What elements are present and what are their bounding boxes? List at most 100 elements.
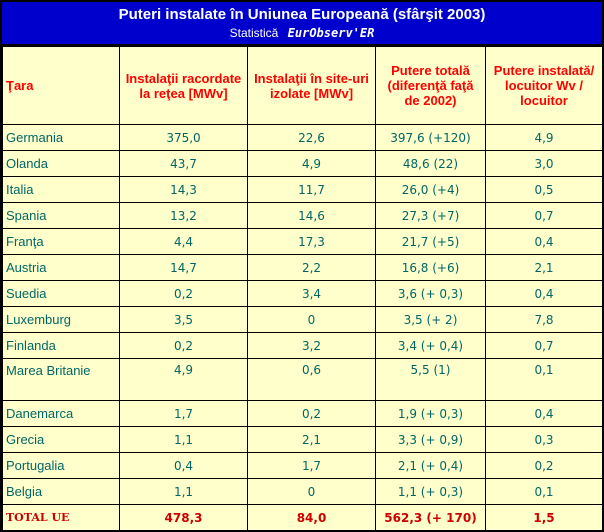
cell-per-capita: 0,2 [485, 452, 603, 479]
cell-per-capita: 7,8 [485, 306, 603, 333]
cell-total-power: 1,1 (+ 0,3) [375, 478, 486, 505]
cell-country: Austria [2, 254, 120, 281]
cell-country: Olanda [2, 150, 120, 177]
cell-isolated: 2,2 [247, 254, 376, 281]
cell-country: Finlanda [2, 332, 120, 359]
cell-grid-connected: 375,0 [119, 124, 248, 151]
table-row: Marea Britanie 4,9 0,6 5,5 (1) 0,1 [2, 358, 603, 401]
cell-grid-connected: 0,4 [119, 452, 248, 479]
header-per-capita: Putere instalată/ locuitor Wv / locuitor [485, 46, 603, 125]
header-total-power: Putere totală (diferenţă faţă de 2002) [375, 46, 486, 125]
cell-country: Spania [2, 202, 120, 229]
header-country: Ţara [2, 46, 120, 125]
cell-total-power: 16,8 (+6) [375, 254, 486, 281]
cell-grid-connected: 3,5 [119, 306, 248, 333]
cell-total-power: 27,3 (+7) [375, 202, 486, 229]
cell-country: Belgia [2, 478, 120, 505]
table-row: Italia 14,3 11,7 26,0 (+4) 0,5 [2, 176, 603, 203]
cell-isolated: 1,7 [247, 452, 376, 479]
cell-total-power: 3,5 (+ 2) [375, 306, 486, 333]
cell-country: Suedia [2, 280, 120, 307]
table-row: Luxemburg 3,5 0 3,5 (+ 2) 7,8 [2, 306, 603, 333]
total-row: TOTAL UE 478,3 84,0 562,3 (+ 170) 1,5 [2, 504, 603, 531]
table-title: Puteri instalate în Uniunea Europeană (s… [118, 6, 486, 23]
header-row: Ţara Instalaţii racordate la reţea [MWv]… [2, 46, 603, 125]
table-row: Germania 375,0 22,6 397,6 (+120) 4,9 [2, 124, 603, 151]
table-body: Germania 375,0 22,6 397,6 (+120) 4,9 Olanda 43… [2, 124, 603, 531]
cell-per-capita: 0,1 [485, 358, 603, 401]
cell-total-power: 5,5 (1) [375, 358, 486, 401]
data-table: Ţara Instalaţii racordate la reţea [MWv]… [2, 46, 603, 531]
cell-grid-connected: 0,2 [119, 332, 248, 359]
cell-per-capita: 0,4 [485, 280, 603, 307]
cell-grid-connected: 14,3 [119, 176, 248, 203]
cell-total-power: 3,6 (+ 0,3) [375, 280, 486, 307]
header-isolated: Instalaţii în site-uri izolate [MWv] [247, 46, 376, 125]
cell-total-power: 397,6 (+120) [375, 124, 486, 151]
cell-total-power: 2,1 (+ 0,4) [375, 452, 486, 479]
cell-country: Franţa [2, 228, 120, 255]
cell-country: Italia [2, 176, 120, 203]
total-total-power: 562,3 (+ 170) [375, 504, 486, 531]
cell-grid-connected: 4,9 [119, 358, 248, 401]
table-subtitle: Statistică EurObserv'ER [2, 24, 602, 42]
table-row: Austria 14,7 2,2 16,8 (+6) 2,1 [2, 254, 603, 281]
header-grid-connected: Instalaţii racordate la reţea [MWv] [119, 46, 248, 125]
cell-grid-connected: 13,2 [119, 202, 248, 229]
cell-per-capita: 2,1 [485, 254, 603, 281]
cell-grid-connected: 1,1 [119, 478, 248, 505]
cell-grid-connected: 4,4 [119, 228, 248, 255]
total-grid-connected: 478,3 [119, 504, 248, 531]
cell-country: Germania [2, 124, 120, 151]
cell-per-capita: 0,7 [485, 332, 603, 359]
cell-isolated: 14,6 [247, 202, 376, 229]
subtitle-label: Statistică [229, 26, 279, 40]
title-banner: Puteri instalate în Uniunea Europeană (s… [2, 2, 602, 46]
cell-per-capita: 4,9 [485, 124, 603, 151]
cell-isolated: 22,6 [247, 124, 376, 151]
cell-isolated: 0,2 [247, 400, 376, 427]
total-country: TOTAL UE [2, 504, 120, 531]
cell-isolated: 11,7 [247, 176, 376, 203]
cell-per-capita: 0,3 [485, 426, 603, 453]
cell-total-power: 1,9 (+ 0,3) [375, 400, 486, 427]
cell-isolated: 2,1 [247, 426, 376, 453]
cell-isolated: 0 [247, 306, 376, 333]
table-row: Danemarca 1,7 0,2 1,9 (+ 0,3) 0,4 [2, 400, 603, 427]
cell-isolated: 3,2 [247, 332, 376, 359]
cell-isolated: 4,9 [247, 150, 376, 177]
table-row: Olanda 43,7 4,9 48,6 (22) 3,0 [2, 150, 603, 177]
cell-country: Marea Britanie [2, 358, 120, 401]
cell-per-capita: 0,4 [485, 228, 603, 255]
cell-isolated: 3,4 [247, 280, 376, 307]
cell-per-capita: 0,5 [485, 176, 603, 203]
total-per-capita: 1,5 [485, 504, 603, 531]
cell-isolated: 0,6 [247, 358, 376, 401]
cell-isolated: 17,3 [247, 228, 376, 255]
cell-isolated: 0 [247, 478, 376, 505]
source-name: EurObserv'ER [287, 26, 375, 40]
cell-total-power: 3,4 (+ 0,4) [375, 332, 486, 359]
total-isolated: 84,0 [247, 504, 376, 531]
cell-country: Grecia [2, 426, 120, 453]
cell-total-power: 48,6 (22) [375, 150, 486, 177]
cell-country: Danemarca [2, 400, 120, 427]
cell-per-capita: 0,1 [485, 478, 603, 505]
cell-grid-connected: 0,2 [119, 280, 248, 307]
cell-per-capita: 0,4 [485, 400, 603, 427]
cell-total-power: 21,7 (+5) [375, 228, 486, 255]
table-row: Grecia 1,1 2,1 3,3 (+ 0,9) 0,3 [2, 426, 603, 453]
cell-grid-connected: 14,7 [119, 254, 248, 281]
table-row: Franţa 4,4 17,3 21,7 (+5) 0,4 [2, 228, 603, 255]
table-row: Spania 13,2 14,6 27,3 (+7) 0,7 [2, 202, 603, 229]
cell-per-capita: 3,0 [485, 150, 603, 177]
table-row: Finlanda 0,2 3,2 3,4 (+ 0,4) 0,7 [2, 332, 603, 359]
cell-grid-connected: 1,1 [119, 426, 248, 453]
cell-country: Luxemburg [2, 306, 120, 333]
cell-grid-connected: 43,7 [119, 150, 248, 177]
table-row: Portugalia 0,4 1,7 2,1 (+ 0,4) 0,2 [2, 452, 603, 479]
cell-total-power: 3,3 (+ 0,9) [375, 426, 486, 453]
cell-per-capita: 0,7 [485, 202, 603, 229]
cell-grid-connected: 1,7 [119, 400, 248, 427]
